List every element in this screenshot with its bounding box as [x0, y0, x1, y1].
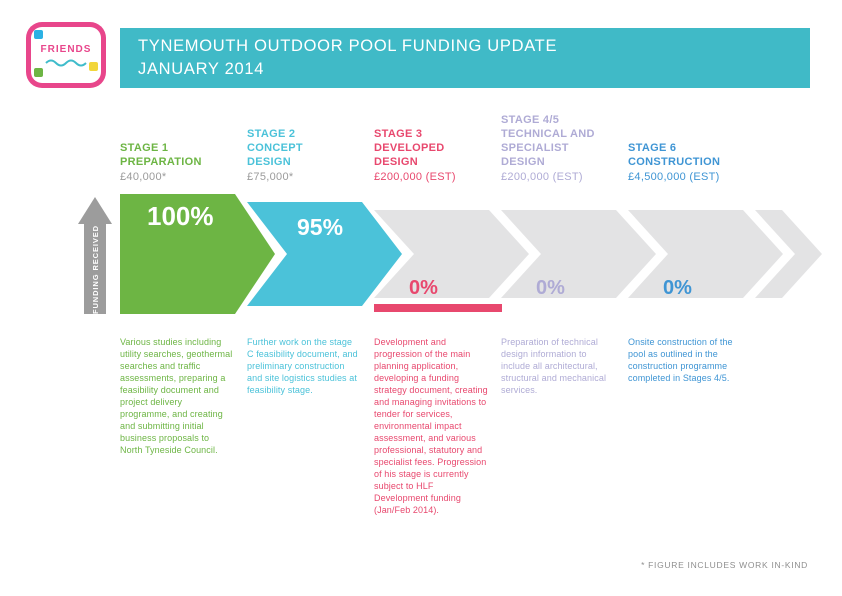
header-band: TYNEMOUTH OUTDOOR POOL FUNDING UPDATE JA…	[120, 28, 810, 88]
stage-4-5-percent: 0%	[536, 277, 565, 299]
funding-received-arrow: FUNDING RECEIVED	[78, 197, 112, 314]
friends-of-tynemouth-outdoor-pool-logo: FRIENDS	[26, 22, 106, 88]
stage-3-title: STAGE 3 DEVELOPED DESIGN	[374, 128, 445, 168]
stage-4-5-description: Preparation of technical design informat…	[501, 337, 607, 395]
stage-4-5-heading: STAGE 4/5 TECHNICAL AND SPECIALIST DESIG…	[501, 102, 615, 184]
stage-6-amount: £4,500,000 (EST)	[628, 171, 720, 183]
logo-blue-decoration	[34, 30, 43, 39]
stage-1-heading: STAGE 1 PREPARATION £40,000*	[120, 102, 234, 184]
stage-3-amount: £200,000 (EST)	[374, 171, 456, 183]
stage-1-description: Various studies including utility search…	[120, 337, 233, 455]
chevron-stage-3	[374, 210, 529, 298]
funding-chevron-bar	[120, 194, 822, 314]
logo-green-decoration	[34, 68, 43, 77]
stage-1-title: STAGE 1 PREPARATION	[120, 142, 202, 168]
stage-3-heading: STAGE 3 DEVELOPED DESIGN £200,000 (EST)	[374, 102, 488, 184]
stage-2-description: Further work on the stage C feasibility …	[247, 337, 358, 395]
funding-received-label: FUNDING RECEIVED	[90, 224, 100, 314]
chevron-trailing	[755, 210, 822, 298]
stage-3-description: Development and progression of the main …	[374, 337, 488, 515]
stage-2-amount: £75,000*	[247, 171, 294, 183]
footnote: * FIGURE INCLUDES WORK IN-KIND	[641, 560, 808, 570]
stage-1-percent: 100%	[147, 201, 214, 231]
page-subtitle: JANUARY 2014	[138, 60, 265, 78]
stage-6-description: Onsite construction of the pool as outli…	[628, 337, 733, 383]
logo-yellow-decoration	[89, 62, 98, 71]
stage-4-5-amount: £200,000 (EST)	[501, 171, 583, 183]
stage-1-amount: £40,000*	[120, 171, 167, 183]
stage-4-5-title: STAGE 4/5 TECHNICAL AND SPECIALIST DESIG…	[501, 114, 595, 168]
page-title: TYNEMOUTH OUTDOOR POOL FUNDING UPDATE	[138, 37, 558, 55]
stage-2-title: STAGE 2 CONCEPT DESIGN	[247, 128, 303, 168]
logo-wordmark: FRIENDS	[40, 43, 92, 55]
chevron-stage-6	[628, 210, 783, 298]
stage-2-percent: 95%	[297, 214, 344, 240]
chevron-stage-4-5	[501, 210, 656, 298]
stage-3-percent: 0%	[409, 277, 438, 299]
chevron-stage-1	[120, 194, 275, 314]
stage-2-heading: STAGE 2 CONCEPT DESIGN £75,000*	[247, 102, 361, 184]
logo-wave-icon	[45, 59, 87, 66]
logo-inner: FRIENDS	[31, 27, 101, 83]
stage-3-highlight-bar	[374, 304, 502, 312]
chevron-stage-2	[247, 202, 402, 306]
stage-6-percent: 0%	[663, 277, 692, 299]
stage-6-title: STAGE 6 CONSTRUCTION	[628, 142, 721, 168]
stage-6-heading: STAGE 6 CONSTRUCTION £4,500,000 (EST)	[628, 102, 742, 184]
